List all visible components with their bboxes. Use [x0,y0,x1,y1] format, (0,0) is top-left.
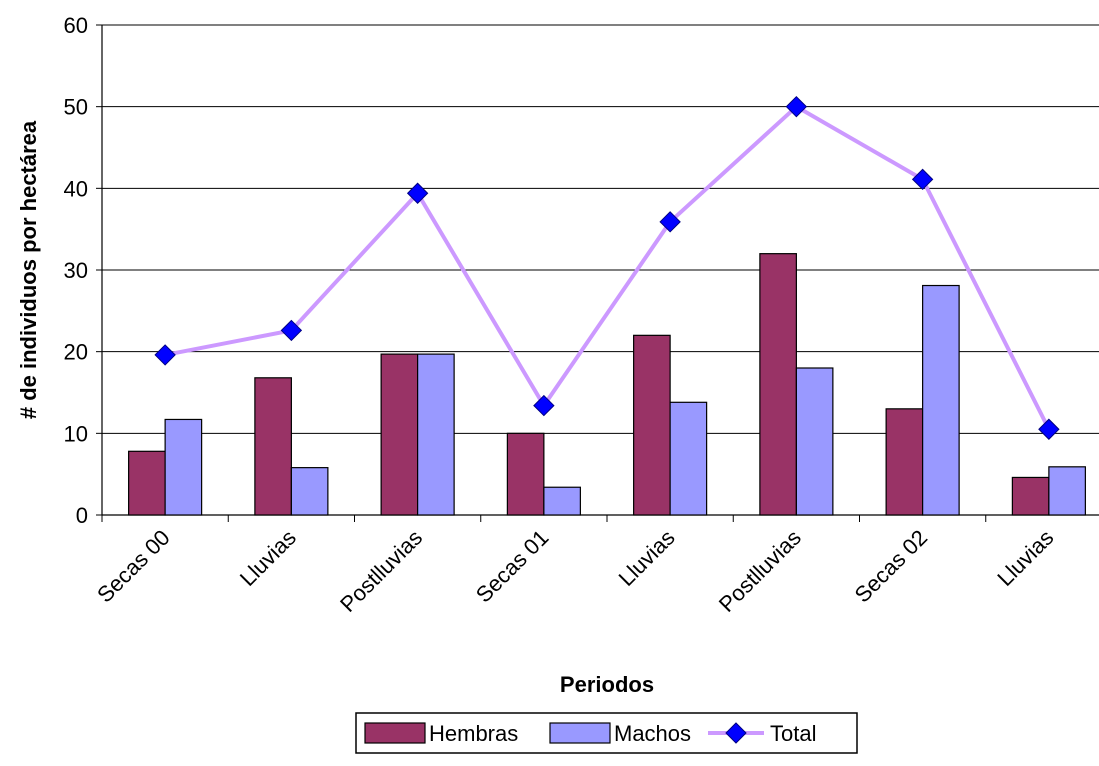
legend-label-total: Total [770,721,816,746]
x-tick-label: Secas 02 [850,525,933,608]
bar-machos [417,353,455,516]
bar-machos [164,418,203,516]
x-tick-label: Lluvias [614,525,680,591]
total-marker [154,344,176,366]
total-marker [785,95,808,118]
total-marker [911,168,934,191]
total-marker [659,211,681,233]
total-line [154,95,1060,440]
x-tick-label: Lluvias [235,525,301,591]
bar-hembras [380,353,419,516]
bar-hembras [633,334,671,516]
total-marker [406,182,429,204]
total-marker [533,394,555,417]
legend: Hembras Machos Total [355,712,858,754]
legend-label-machos: Machos [614,721,691,746]
bar-hembras [1011,476,1050,516]
y-axis-title: # de individuos por hectárea [16,120,41,419]
y-tick-label: 60 [64,13,88,38]
legend-swatch-hembras [364,722,426,744]
legend-marker-total [725,722,747,744]
total-marker [280,319,303,342]
y-tick-label: 40 [64,176,88,201]
bar-machos [669,401,708,516]
x-tick-label: Secas 01 [471,525,554,608]
y-tick-label: 20 [64,340,88,365]
x-axis-title: Periodos [560,672,654,697]
x-tick-label: Secas 00 [92,525,175,608]
bar-hembras [128,450,166,516]
y-tick-label: 30 [64,258,88,283]
bar-machos [290,467,329,516]
y-axis: 0 10 20 30 40 50 60 [64,13,103,528]
x-tick-label: Postlluvias [714,525,806,617]
legend-swatch-machos [549,722,611,744]
bar-machos [543,486,581,516]
bar-hembras [506,432,545,516]
bars [128,253,1086,516]
bar-hembras [759,253,797,516]
total-line-path [164,104,1051,431]
x-tick-label: Lluvias [992,525,1058,591]
bar-machos [795,367,834,516]
x-tick-label: Postlluvias [335,525,427,617]
x-axis: Secas 00 Lluvias Postlluvias Secas 01 Lluvia… [92,514,1099,617]
y-tick-label: 10 [64,421,88,446]
total-marker [1038,418,1060,440]
bar-hembras [885,408,924,516]
bar-machos [1048,466,1086,516]
y-tick-label: 0 [76,503,88,528]
legend-label-hembras: Hembras [429,721,518,746]
bar-hembras [254,377,292,516]
y-tick-label: 50 [64,95,88,120]
bar-machos [922,284,960,516]
